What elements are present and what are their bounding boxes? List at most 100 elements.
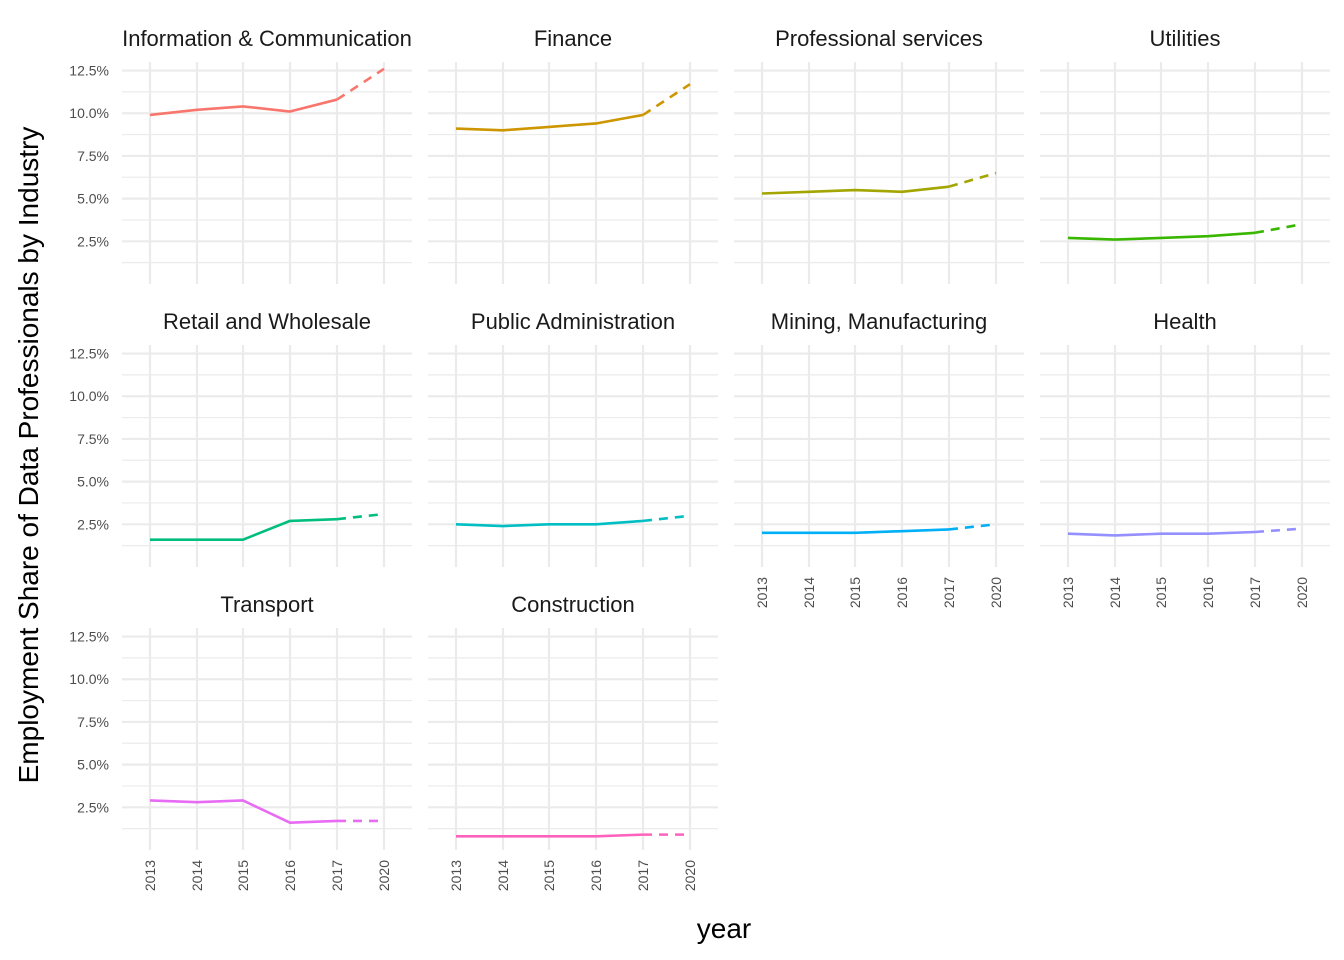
x-tick-label: 2014 xyxy=(495,860,511,891)
facet-panel: Construction 2013 2014 2015 2016 2017 2020 xyxy=(428,592,718,891)
y-tick-label: 2.5% xyxy=(77,516,109,532)
facet-title: Finance xyxy=(534,26,612,51)
y-tick-label: 10.0% xyxy=(69,388,109,404)
x-tick-label: 2014 xyxy=(189,860,205,891)
facet-panel: Transport 2.5% 5.0% 7.5% 10.0% 12.5% 2013 2014 2… xyxy=(69,592,412,891)
x-tick-label: 2015 xyxy=(235,860,251,891)
major-gridlines xyxy=(428,345,718,567)
facet-title: Information & Communication xyxy=(122,26,412,51)
minor-gridlines xyxy=(1040,374,1330,547)
series-line-observed xyxy=(456,833,644,838)
minor-gridlines xyxy=(428,91,718,264)
major-gridlines xyxy=(428,628,718,850)
minor-gridlines xyxy=(122,374,412,547)
series-line-observed xyxy=(761,185,950,195)
y-tick-label: 5.0% xyxy=(77,474,109,490)
series-line-observed xyxy=(150,517,338,541)
series-line-observed xyxy=(1067,530,1256,537)
series-line-projected xyxy=(336,67,385,101)
x-tick-label: 2020 xyxy=(1294,577,1310,608)
y-tick-label: 7.5% xyxy=(77,148,109,164)
x-axis-title: year xyxy=(697,913,751,944)
facet-title: Health xyxy=(1153,309,1217,334)
y-tick-label: 12.5% xyxy=(69,629,109,645)
facet-title: Retail and Wholesale xyxy=(163,309,371,334)
facet-panel: Health 2013 2014 2015 2016 2017 2020 xyxy=(1040,309,1330,608)
x-tick-label: 2016 xyxy=(894,577,910,608)
y-tick-label: 10.0% xyxy=(69,671,109,687)
x-tick-label: 2015 xyxy=(847,577,863,608)
series-line-observed xyxy=(455,519,644,528)
series-line-projected xyxy=(336,512,385,521)
series-line-projected xyxy=(948,171,997,188)
x-tick-label: 2017 xyxy=(941,577,957,608)
facet-panel: Information & Communication 2.5% 5.0% 7.5% 1… xyxy=(69,26,412,284)
y-tick-label: 5.0% xyxy=(77,757,109,773)
series-line-observed xyxy=(455,113,644,132)
x-tick-label: 2013 xyxy=(142,860,158,891)
y-tick-label: 2.5% xyxy=(77,233,109,249)
x-tick-label: 2014 xyxy=(801,577,817,608)
minor-gridlines xyxy=(1040,91,1330,264)
minor-gridlines xyxy=(122,657,412,830)
x-tick-label: 2013 xyxy=(1060,577,1076,608)
x-tick-label: 2016 xyxy=(282,860,298,891)
minor-gridlines xyxy=(428,657,718,830)
series-line-observed xyxy=(149,799,338,824)
x-tick-label: 2016 xyxy=(1200,577,1216,608)
series-line-projected xyxy=(1254,222,1303,235)
y-tick-label: 10.0% xyxy=(69,105,109,121)
facet-panel: Retail and Wholesale 2.5% 5.0% 7.5% 10.0% 12.… xyxy=(69,309,412,567)
facet-panel: Utilities xyxy=(1040,26,1330,284)
y-tick-label: 5.0% xyxy=(77,191,109,207)
facet-title: Transport xyxy=(220,592,313,617)
minor-gridlines xyxy=(734,374,1024,547)
y-axis-title: Employment Share of Data Professionals b… xyxy=(13,127,44,784)
facet-panels: Information & Communication 2.5% 5.0% 7.5% 1… xyxy=(69,26,1330,891)
x-tick-label: 2013 xyxy=(754,577,770,608)
facet-title: Utilities xyxy=(1150,26,1221,51)
facet-panel: Finance xyxy=(428,26,718,284)
facet-title: Construction xyxy=(511,592,635,617)
major-gridlines xyxy=(428,62,718,284)
x-tick-label: 2017 xyxy=(329,860,345,891)
major-gridlines xyxy=(122,345,412,567)
facet-title: Professional services xyxy=(775,26,983,51)
x-tick-label: 2013 xyxy=(448,860,464,891)
minor-gridlines xyxy=(428,374,718,547)
series-line-observed xyxy=(149,98,338,117)
facet-panel: Professional services xyxy=(734,26,1024,284)
facet-panel: Public Administration xyxy=(428,309,718,567)
major-gridlines xyxy=(122,62,412,284)
series-line-projected xyxy=(642,514,691,523)
series-line-observed xyxy=(1067,231,1256,241)
major-gridlines xyxy=(734,62,1024,284)
x-tick-label: 2015 xyxy=(541,860,557,891)
x-tick-label: 2020 xyxy=(682,860,698,891)
major-gridlines xyxy=(1040,345,1330,567)
major-gridlines xyxy=(1040,62,1330,284)
x-tick-label: 2017 xyxy=(1247,577,1263,608)
major-gridlines xyxy=(122,628,412,850)
x-tick-label: 2014 xyxy=(1107,577,1123,608)
x-tick-label: 2016 xyxy=(588,860,604,891)
y-tick-label: 12.5% xyxy=(69,346,109,362)
y-tick-label: 2.5% xyxy=(77,799,109,815)
series-line-projected xyxy=(642,83,691,117)
series-line-projected xyxy=(1254,527,1303,534)
facet-title: Mining, Manufacturing xyxy=(771,309,987,334)
facet-panel: Mining, Manufacturing 2013 2014 2015 2016 201… xyxy=(734,309,1024,608)
minor-gridlines xyxy=(734,91,1024,264)
x-tick-label: 2020 xyxy=(988,577,1004,608)
y-tick-label: 7.5% xyxy=(77,431,109,447)
x-tick-label: 2017 xyxy=(635,860,651,891)
minor-gridlines xyxy=(122,91,412,264)
x-tick-label: 2020 xyxy=(376,860,392,891)
series-line-projected xyxy=(948,523,997,531)
facet-title: Public Administration xyxy=(471,309,675,334)
x-tick-label: 2015 xyxy=(1153,577,1169,608)
y-tick-label: 12.5% xyxy=(69,63,109,79)
y-tick-label: 7.5% xyxy=(77,714,109,730)
series-line-observed xyxy=(762,528,950,535)
